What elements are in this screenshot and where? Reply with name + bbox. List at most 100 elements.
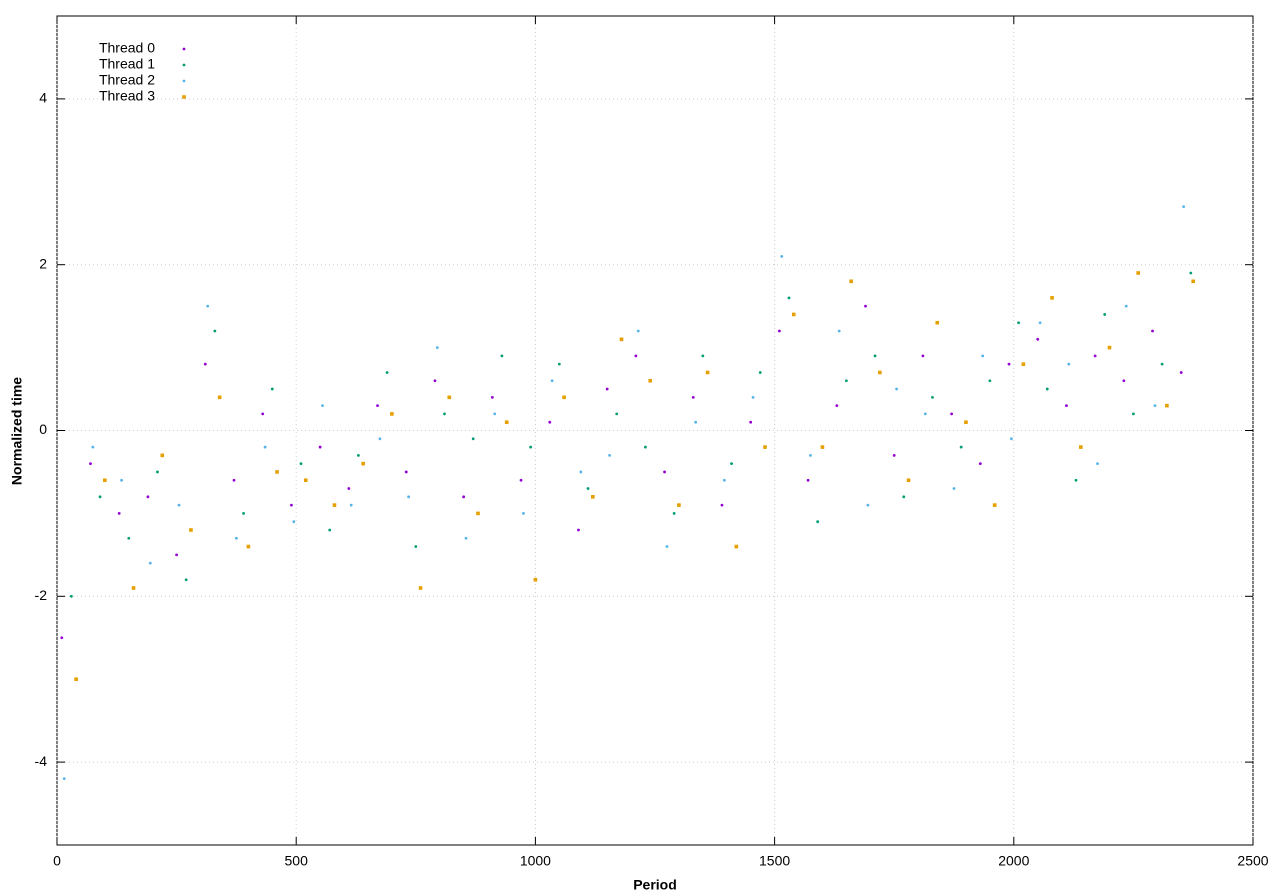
point (1007, 362, 1011, 366)
point (378, 437, 382, 441)
point (318, 445, 322, 449)
legend-marker (182, 79, 186, 83)
point (923, 412, 927, 416)
point (720, 503, 724, 507)
x-tick-label: 1500 (759, 853, 790, 869)
point (232, 478, 236, 482)
point (443, 412, 446, 416)
point (146, 495, 150, 499)
point (261, 412, 265, 416)
point (290, 503, 293, 507)
point (1151, 329, 1154, 333)
point (608, 453, 611, 457)
point (89, 462, 92, 466)
point (1067, 362, 1071, 366)
point (586, 487, 590, 490)
legend-label: Thread 3 (99, 88, 155, 104)
point (464, 536, 468, 540)
point (376, 404, 379, 408)
point (873, 354, 877, 358)
point (177, 503, 181, 507)
point (763, 445, 767, 449)
point (1096, 462, 1099, 466)
point (349, 503, 353, 507)
point (117, 512, 121, 515)
point (263, 445, 267, 449)
legend-marker (182, 63, 186, 67)
point (791, 312, 796, 317)
point (98, 495, 102, 499)
point (447, 395, 452, 400)
point (981, 354, 985, 358)
point (328, 528, 332, 532)
point (292, 520, 296, 524)
point (591, 495, 595, 499)
point (418, 586, 423, 590)
point (952, 487, 956, 490)
point (849, 279, 853, 284)
point (634, 354, 638, 358)
point (1017, 321, 1020, 325)
point (550, 379, 554, 383)
point (691, 395, 695, 399)
point (275, 470, 279, 474)
point (1050, 296, 1054, 300)
point (270, 387, 274, 391)
point (1036, 337, 1040, 341)
point (1103, 313, 1107, 316)
point (299, 462, 303, 466)
point (844, 379, 848, 383)
point (734, 544, 739, 549)
point (931, 395, 934, 399)
point (471, 437, 475, 441)
point (127, 536, 131, 540)
legend-marker (182, 95, 186, 99)
x-tick-label: 500 (285, 853, 309, 869)
point (950, 412, 954, 416)
x-tick-label: 2000 (998, 853, 1029, 869)
point (184, 578, 188, 582)
point (935, 320, 940, 325)
point (730, 462, 733, 466)
point (407, 495, 411, 499)
point (1074, 478, 1078, 482)
point (476, 511, 480, 516)
point (921, 354, 925, 358)
point (462, 495, 466, 499)
point (619, 337, 624, 342)
point (69, 594, 73, 598)
point (1165, 403, 1169, 408)
point (959, 445, 963, 449)
point (835, 404, 839, 408)
point (749, 420, 753, 424)
point (615, 412, 619, 416)
x-tick-label: 1000 (520, 853, 551, 869)
point (820, 445, 825, 449)
legend-label: Thread 2 (99, 72, 155, 88)
point (866, 503, 870, 507)
point (504, 420, 509, 425)
point (964, 420, 968, 425)
point (189, 528, 193, 532)
point (878, 370, 882, 375)
point (579, 470, 583, 474)
point (60, 636, 64, 640)
point (148, 561, 152, 565)
point (605, 387, 609, 391)
point (246, 544, 251, 549)
point (663, 470, 666, 474)
point (529, 445, 533, 449)
point (758, 371, 762, 374)
legend-marker (182, 47, 186, 51)
point (1160, 362, 1164, 366)
point (577, 528, 580, 532)
y-tick-label: 0 (39, 421, 47, 437)
point (500, 354, 504, 358)
x-tick-label: 0 (53, 853, 61, 869)
point (213, 329, 217, 333)
x-axis-label: Period (633, 877, 677, 893)
point (361, 461, 365, 466)
point (120, 478, 123, 482)
point (156, 470, 159, 474)
